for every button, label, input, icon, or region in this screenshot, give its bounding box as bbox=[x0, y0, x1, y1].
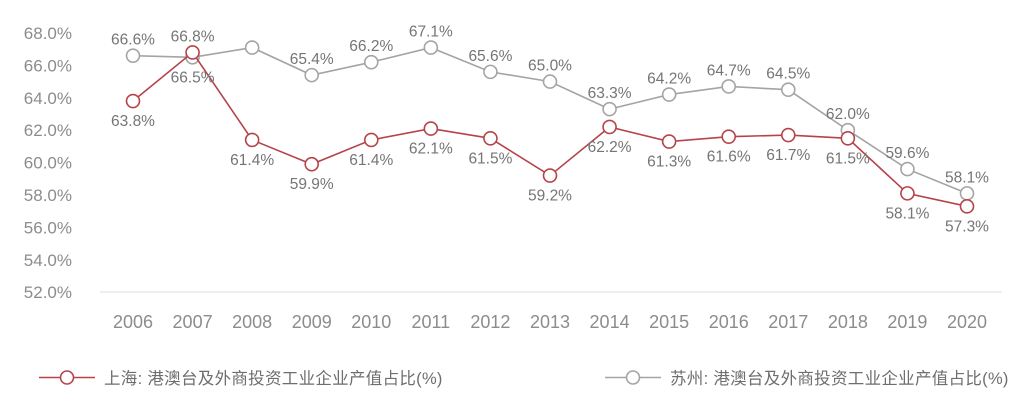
y-axis-tick-label: 62.0% bbox=[24, 121, 72, 140]
data-point-label: 61.5% bbox=[468, 150, 512, 167]
data-point-label: 65.6% bbox=[468, 48, 512, 65]
data-point-label: 62.0% bbox=[826, 106, 870, 123]
data-point-label: 61.7% bbox=[766, 147, 810, 164]
data-point-label: 58.1% bbox=[885, 205, 929, 222]
x-axis-tick-label: 2013 bbox=[530, 312, 570, 332]
data-point bbox=[542, 74, 558, 89]
data-point-label: 66.2% bbox=[349, 38, 393, 55]
data-point bbox=[959, 199, 975, 214]
legend-label-shanghai: 上海: 港澳台及外商投资工业企业产值占比(%) bbox=[104, 370, 443, 388]
data-point-label: 61.6% bbox=[707, 149, 751, 166]
data-point bbox=[721, 129, 737, 144]
data-point-label: 67.1% bbox=[409, 24, 453, 41]
data-point bbox=[900, 186, 915, 201]
x-axis-tick-label: 2015 bbox=[649, 312, 689, 332]
data-point bbox=[483, 131, 498, 146]
data-point-label: 61.3% bbox=[647, 154, 691, 171]
data-point bbox=[185, 45, 200, 60]
data-point-label: 61.4% bbox=[349, 152, 393, 169]
data-point bbox=[304, 67, 320, 83]
y-axis-tick-label: 54.0% bbox=[24, 251, 72, 270]
data-point-label: 64.7% bbox=[707, 62, 751, 79]
legend-item-shanghai: 上海: 港澳台及外商投资工业企业产值占比(%) bbox=[38, 362, 443, 392]
data-point bbox=[900, 161, 915, 177]
data-point-label: 66.8% bbox=[171, 28, 215, 45]
x-axis-tick-label: 2016 bbox=[709, 312, 749, 332]
chart-legend: 上海: 港澳台及外商投资工业企业产值占比(%) 苏州: 港澳台及外商投资工业企业… bbox=[0, 362, 1014, 392]
data-point-label: 65.0% bbox=[528, 58, 572, 75]
y-axis-tick-label: 60.0% bbox=[24, 154, 72, 173]
legend-item-suzhou: 苏州: 港澳台及外商投资工业企业产值占比(%) bbox=[604, 362, 1009, 392]
data-point-label: 64.5% bbox=[766, 66, 810, 83]
data-point-label: 61.5% bbox=[826, 150, 870, 167]
x-axis-tick-label: 2014 bbox=[590, 312, 630, 332]
x-axis-tick-label: 2008 bbox=[232, 312, 272, 332]
data-point-label: 66.6% bbox=[111, 32, 155, 49]
data-point-label: 59.2% bbox=[528, 188, 572, 205]
y-axis-tick-label: 66.0% bbox=[24, 56, 72, 75]
x-axis-tick-label: 2006 bbox=[113, 312, 153, 332]
data-point-label: 62.1% bbox=[409, 141, 453, 158]
x-axis-tick-label: 2007 bbox=[173, 312, 213, 332]
x-axis-tick-label: 2017 bbox=[768, 312, 808, 332]
data-point bbox=[661, 87, 677, 102]
data-point-label: 66.5% bbox=[171, 69, 215, 86]
y-axis-tick-label: 52.0% bbox=[24, 283, 72, 302]
data-point-label: 61.4% bbox=[230, 152, 274, 169]
data-point bbox=[780, 127, 796, 143]
y-axis-tick-label: 68.0% bbox=[24, 24, 72, 43]
data-point-label: 64.2% bbox=[647, 71, 691, 88]
data-point-label: 58.1% bbox=[945, 169, 989, 186]
x-axis-tick-label: 2012 bbox=[470, 312, 510, 332]
data-point bbox=[363, 132, 379, 148]
data-point bbox=[602, 119, 617, 135]
x-axis-tick-label: 2011 bbox=[411, 312, 450, 332]
x-axis-tick-label: 2009 bbox=[292, 312, 332, 332]
data-point bbox=[959, 186, 975, 201]
data-point-label: 62.2% bbox=[588, 139, 632, 156]
data-point bbox=[483, 64, 498, 80]
data-point-label: 63.3% bbox=[588, 85, 632, 102]
data-point bbox=[304, 156, 320, 172]
data-point-label: 59.6% bbox=[885, 145, 929, 162]
data-point bbox=[721, 79, 737, 94]
data-point-label: 63.8% bbox=[111, 113, 155, 130]
data-point bbox=[125, 93, 141, 109]
x-axis-tick-label: 2018 bbox=[828, 312, 868, 332]
x-axis-tick-label: 2019 bbox=[887, 312, 927, 332]
data-point bbox=[423, 121, 439, 136]
data-point-label: 57.3% bbox=[945, 218, 989, 235]
line-chart: 68.0% 66.0% 64.0% 62.0% 60.0% 58.0% 56.0% 54.0%… bbox=[24, 24, 1002, 332]
data-point-label: 65.4% bbox=[290, 51, 334, 68]
legend-marker-shanghai-icon bbox=[39, 369, 95, 385]
y-axis-tick-label: 58.0% bbox=[24, 186, 72, 205]
data-point bbox=[244, 132, 260, 148]
data-point bbox=[840, 131, 856, 146]
data-point bbox=[542, 168, 558, 183]
x-axis-tick-label: 2010 bbox=[351, 312, 391, 332]
data-point bbox=[661, 134, 677, 149]
data-point bbox=[780, 82, 796, 97]
y-axis-tick-label: 64.0% bbox=[24, 89, 72, 108]
legend-label-suzhou: 苏州: 港澳台及外商投资工业企业产值占比(%) bbox=[670, 370, 1009, 388]
data-point bbox=[602, 101, 617, 117]
data-point bbox=[363, 54, 379, 70]
x-axis-tick-label: 2020 bbox=[947, 312, 987, 332]
data-point bbox=[125, 48, 141, 63]
data-point bbox=[423, 40, 439, 55]
legend-marker-suzhou-icon bbox=[605, 369, 661, 385]
data-point-label: 59.9% bbox=[290, 176, 334, 193]
y-axis-tick-label: 56.0% bbox=[24, 218, 72, 237]
data-point bbox=[244, 40, 260, 55]
